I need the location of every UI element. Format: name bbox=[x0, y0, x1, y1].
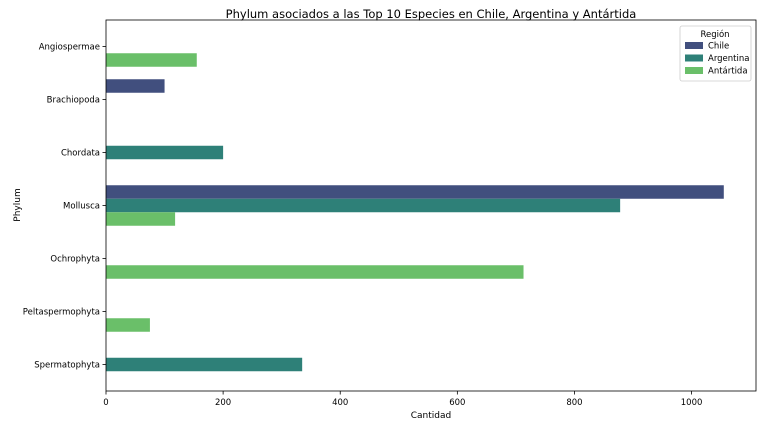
y-tick-group: Angiospermae Brachiopoda Chordata Mollusca O… bbox=[23, 43, 106, 371]
y-axis-label: Phylum bbox=[13, 188, 23, 221]
bar-spermatophyta-argentina bbox=[106, 357, 303, 372]
legend-swatch-chile bbox=[685, 42, 703, 49]
legend: Región Chile Argentina Antártida bbox=[679, 25, 752, 82]
y-tick-label: Mollusca bbox=[63, 202, 100, 212]
legend-title: Región bbox=[700, 29, 729, 40]
bars-group bbox=[106, 53, 724, 372]
legend-label-chile: Chile bbox=[708, 42, 729, 52]
bar-angiospermae-antártida bbox=[106, 53, 197, 67]
x-tick-group: 0 200 400 600 800 1000 bbox=[103, 391, 702, 408]
bar-mollusca-chile bbox=[106, 185, 724, 199]
x-tick-label: 600 bbox=[449, 398, 465, 408]
legend-items: Chile Argentina Antártida bbox=[685, 42, 749, 77]
bar-mollusca-argentina bbox=[106, 198, 621, 213]
y-tick-label: Angiospermae bbox=[39, 43, 100, 53]
y-tick-label: Peltaspermophyta bbox=[23, 308, 100, 318]
bar-peltaspermophyta-antártida bbox=[106, 318, 150, 332]
legend-swatch-argentina bbox=[685, 54, 703, 62]
y-tick-label: Ochrophyta bbox=[50, 255, 100, 265]
chart-title: Phylum asociados a las Top 10 Especies e… bbox=[226, 7, 637, 21]
x-tick-label: 200 bbox=[215, 398, 231, 408]
legend-swatch-antártida bbox=[685, 67, 703, 74]
x-tick-label: 0 bbox=[103, 398, 108, 408]
y-tick-label: Brachiopoda bbox=[47, 96, 100, 106]
bar-chordata-argentina bbox=[106, 145, 224, 160]
legend-label-argentina: Argentina bbox=[708, 54, 749, 64]
y-tick-label: Spermatophyta bbox=[34, 361, 100, 371]
legend-label-antártida: Antártida bbox=[708, 67, 748, 77]
bar-ochrophyta-antártida bbox=[106, 265, 524, 279]
x-tick-label: 800 bbox=[566, 398, 582, 408]
bar-brachiopoda-chile bbox=[106, 79, 165, 93]
x-tick-label: 400 bbox=[332, 398, 348, 408]
bar-mollusca-antártida bbox=[106, 212, 176, 226]
y-tick-label: Chordata bbox=[61, 149, 100, 159]
x-tick-label: 1000 bbox=[681, 398, 703, 408]
x-axis-label: Cantidad bbox=[411, 411, 451, 421]
plot-frame bbox=[105, 19, 757, 392]
